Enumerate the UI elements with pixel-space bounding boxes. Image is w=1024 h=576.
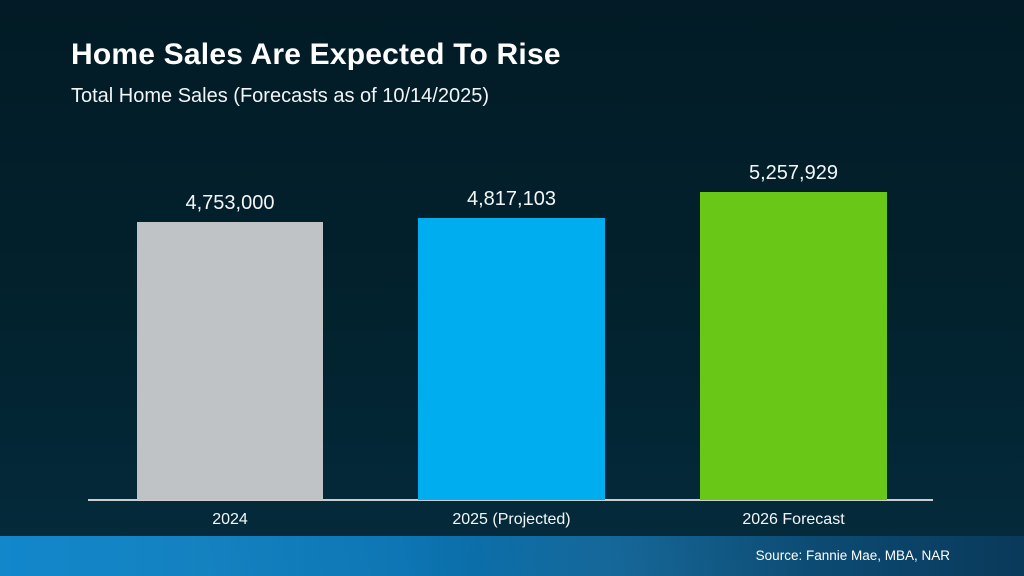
category-label-2025-projected: 2025 (Projected) [452, 511, 571, 528]
x-axis-line [88, 499, 933, 501]
footer-band: Source: Fannie Mae, MBA, NAR [0, 536, 1024, 576]
value-label-2024: 4,753,000 [185, 192, 275, 214]
chart-title: Home Sales Are Expected To Rise [71, 38, 561, 71]
value-label-2025-projected: 4,817,103 [467, 188, 556, 210]
bar-2024 [137, 222, 323, 500]
bar-2026-forecast [700, 192, 887, 500]
source-text: Source: Fannie Mae, MBA, NAR [755, 548, 950, 563]
chart-subtitle: Total Home Sales (Forecasts as of 10/14/… [71, 85, 489, 107]
value-label-2026-forecast: 5,257,929 [749, 162, 838, 184]
category-label-2024: 2024 [212, 511, 248, 528]
category-label-2026-forecast: 2026 Forecast [742, 511, 845, 528]
bar-2025-projected [418, 218, 605, 500]
